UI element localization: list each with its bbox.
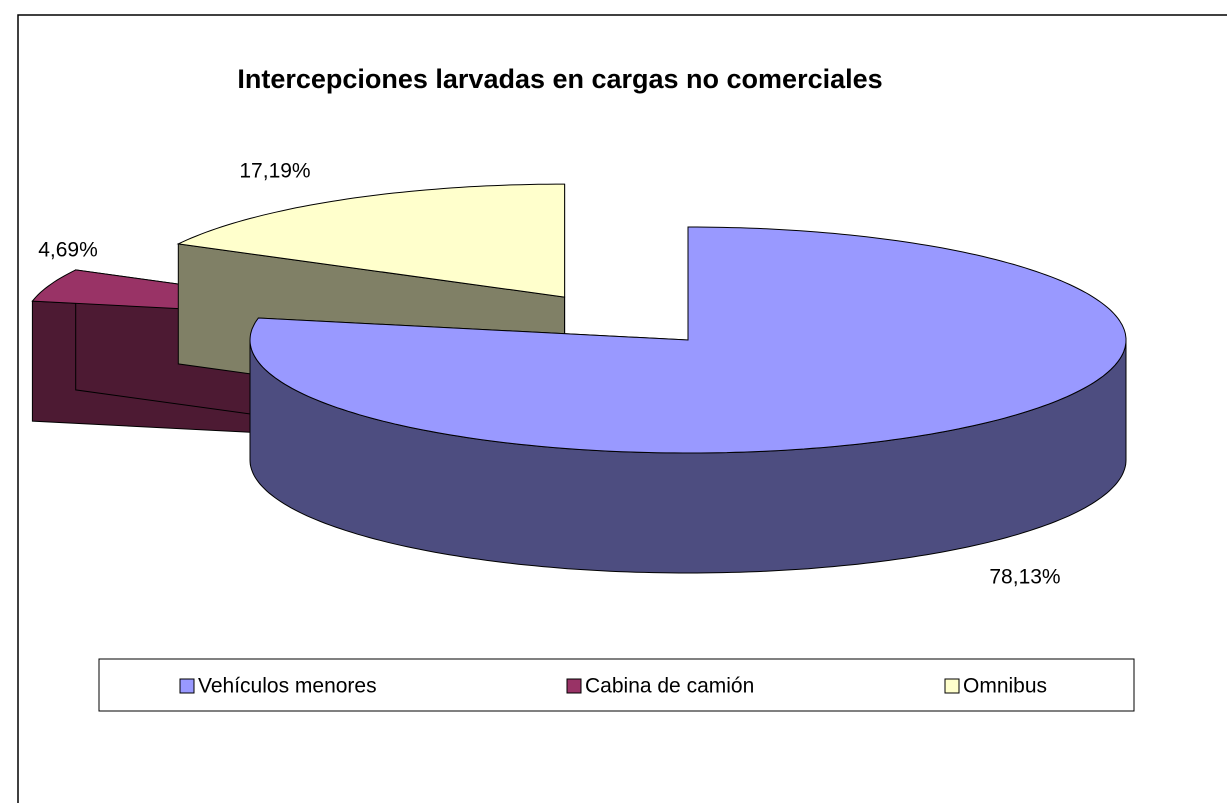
data-label: 17,19% bbox=[239, 160, 310, 183]
legend-label: Omnibus bbox=[963, 675, 1047, 698]
chart-title: Intercepciones larvadas en cargas no com… bbox=[237, 64, 882, 94]
slice bbox=[249, 226, 1127, 454]
legend-swatch bbox=[179, 678, 195, 694]
legend-swatch bbox=[566, 678, 582, 694]
legend-items: Vehículos menores Cabina de camión Omnibus bbox=[179, 675, 1047, 698]
legend-label: Cabina de camión bbox=[585, 675, 754, 698]
legend-label: Vehículos menores bbox=[198, 675, 377, 698]
legend bbox=[98, 658, 1135, 712]
data-label: 4,69% bbox=[38, 239, 98, 262]
legend-swatch bbox=[944, 678, 960, 694]
slice bbox=[176, 183, 566, 298]
pie bbox=[31, 183, 1127, 574]
data-label: 78,13% bbox=[989, 566, 1060, 589]
